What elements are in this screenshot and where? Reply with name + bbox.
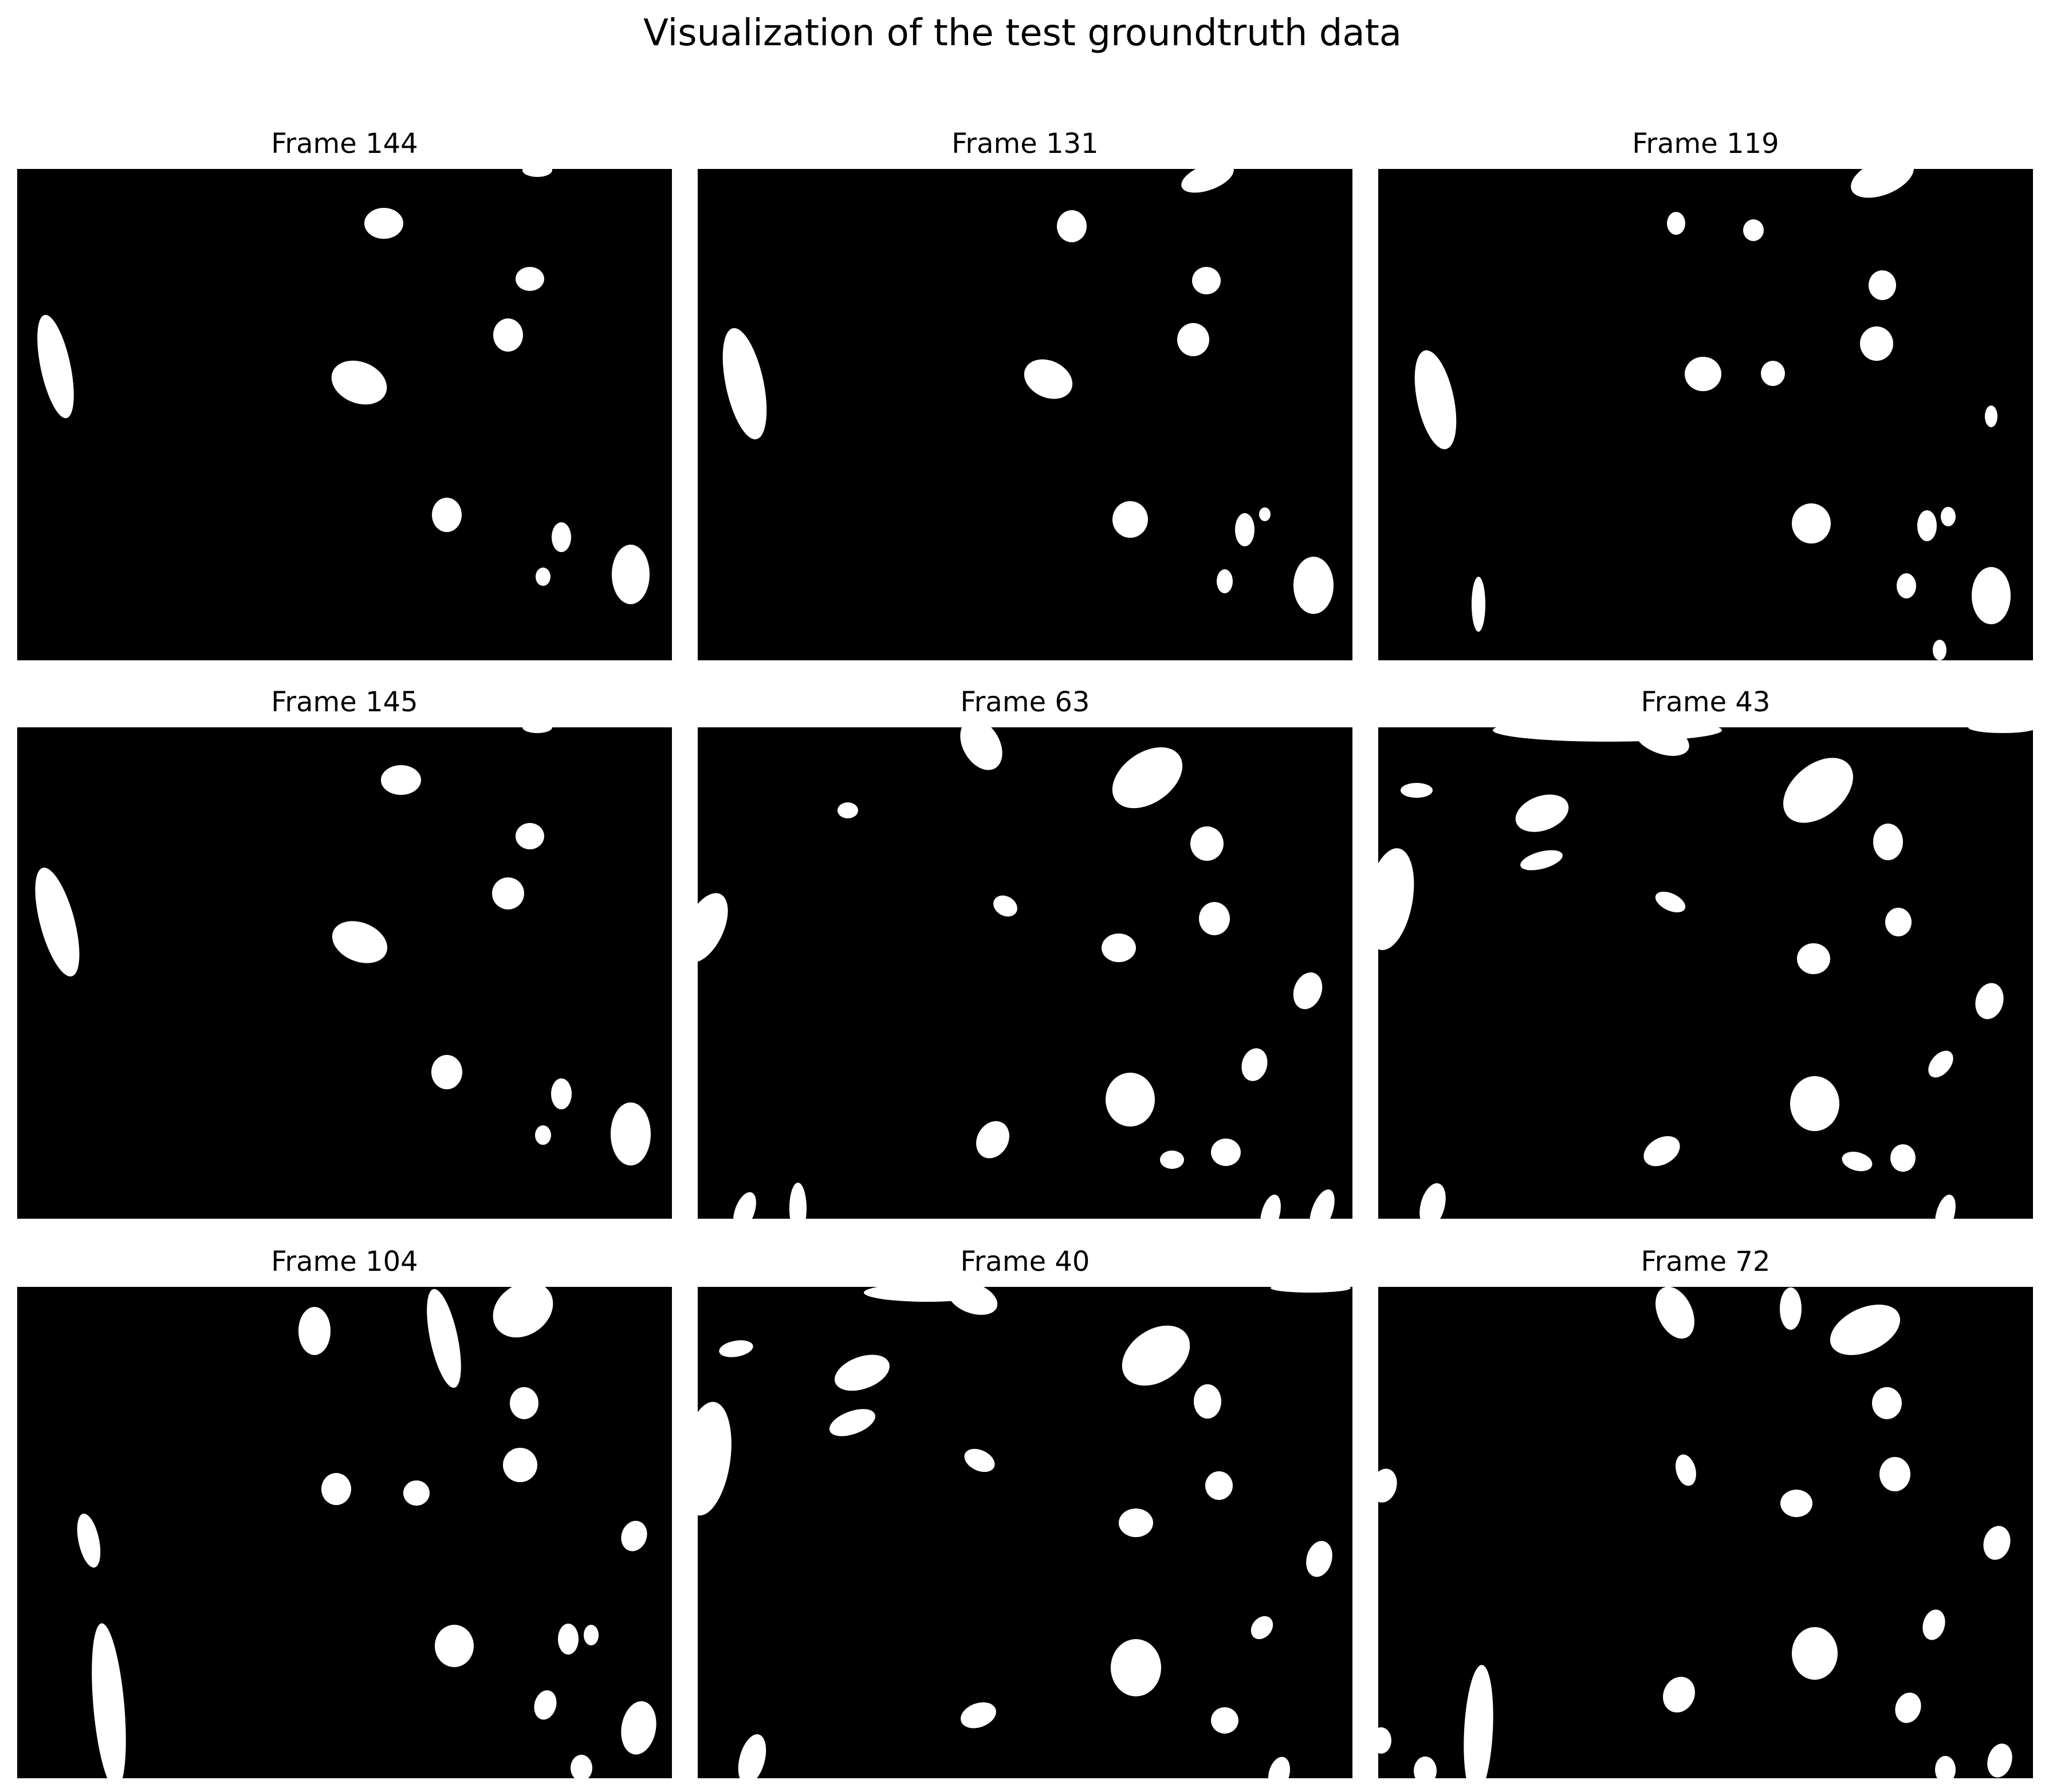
frame-panel: Frame 131 — [698, 128, 1352, 660]
segmentation-mask — [698, 169, 1352, 660]
segmentation-mask — [17, 1287, 672, 1778]
segmentation-mask — [698, 727, 1352, 1219]
panel-title: Frame 63 — [960, 686, 1090, 718]
segmentation-mask — [1378, 727, 2033, 1219]
figure-title: Visualization of the test groundtruth da… — [643, 12, 1402, 54]
mask-image — [698, 1287, 1351, 1778]
frame-panel: Frame 119 — [1378, 128, 2033, 660]
frame-panel: Frame 145 — [17, 686, 672, 1219]
frame-panel: Frame 40 — [698, 1246, 1352, 1778]
panel-title: Frame 145 — [271, 686, 418, 718]
frame-panel: Frame 144 — [17, 128, 672, 660]
panel-title: Frame 72 — [1641, 1246, 1771, 1278]
panel-title: Frame 131 — [951, 128, 1099, 160]
panel-title: Frame 119 — [1632, 128, 1779, 160]
segmentation-mask — [1378, 169, 2033, 660]
mask-image — [77, 1287, 656, 1778]
frame-panel: Frame 63 — [698, 686, 1352, 1219]
mask-image — [1378, 1287, 2012, 1778]
segmentation-mask — [17, 727, 672, 1219]
mask-image — [35, 727, 651, 1165]
panel-title: Frame 104 — [271, 1246, 418, 1278]
mask-image — [1414, 169, 2011, 660]
panel-title: Frame 40 — [960, 1246, 1090, 1278]
segmentation-mask — [698, 1287, 1352, 1778]
segmentation-mask — [17, 169, 672, 660]
frame-panel: Frame 43 — [1378, 686, 2033, 1219]
mask-image — [37, 169, 650, 604]
mask-image — [698, 727, 1335, 1219]
panel-title: Frame 43 — [1641, 686, 1771, 718]
panel-title: Frame 144 — [271, 128, 418, 160]
mask-image — [722, 169, 1334, 614]
mask-image — [1378, 727, 2033, 1219]
segmentation-mask — [1378, 1287, 2033, 1778]
frame-panel: Frame 72 — [1378, 1246, 2033, 1778]
frame-panel: Frame 104 — [17, 1246, 672, 1778]
